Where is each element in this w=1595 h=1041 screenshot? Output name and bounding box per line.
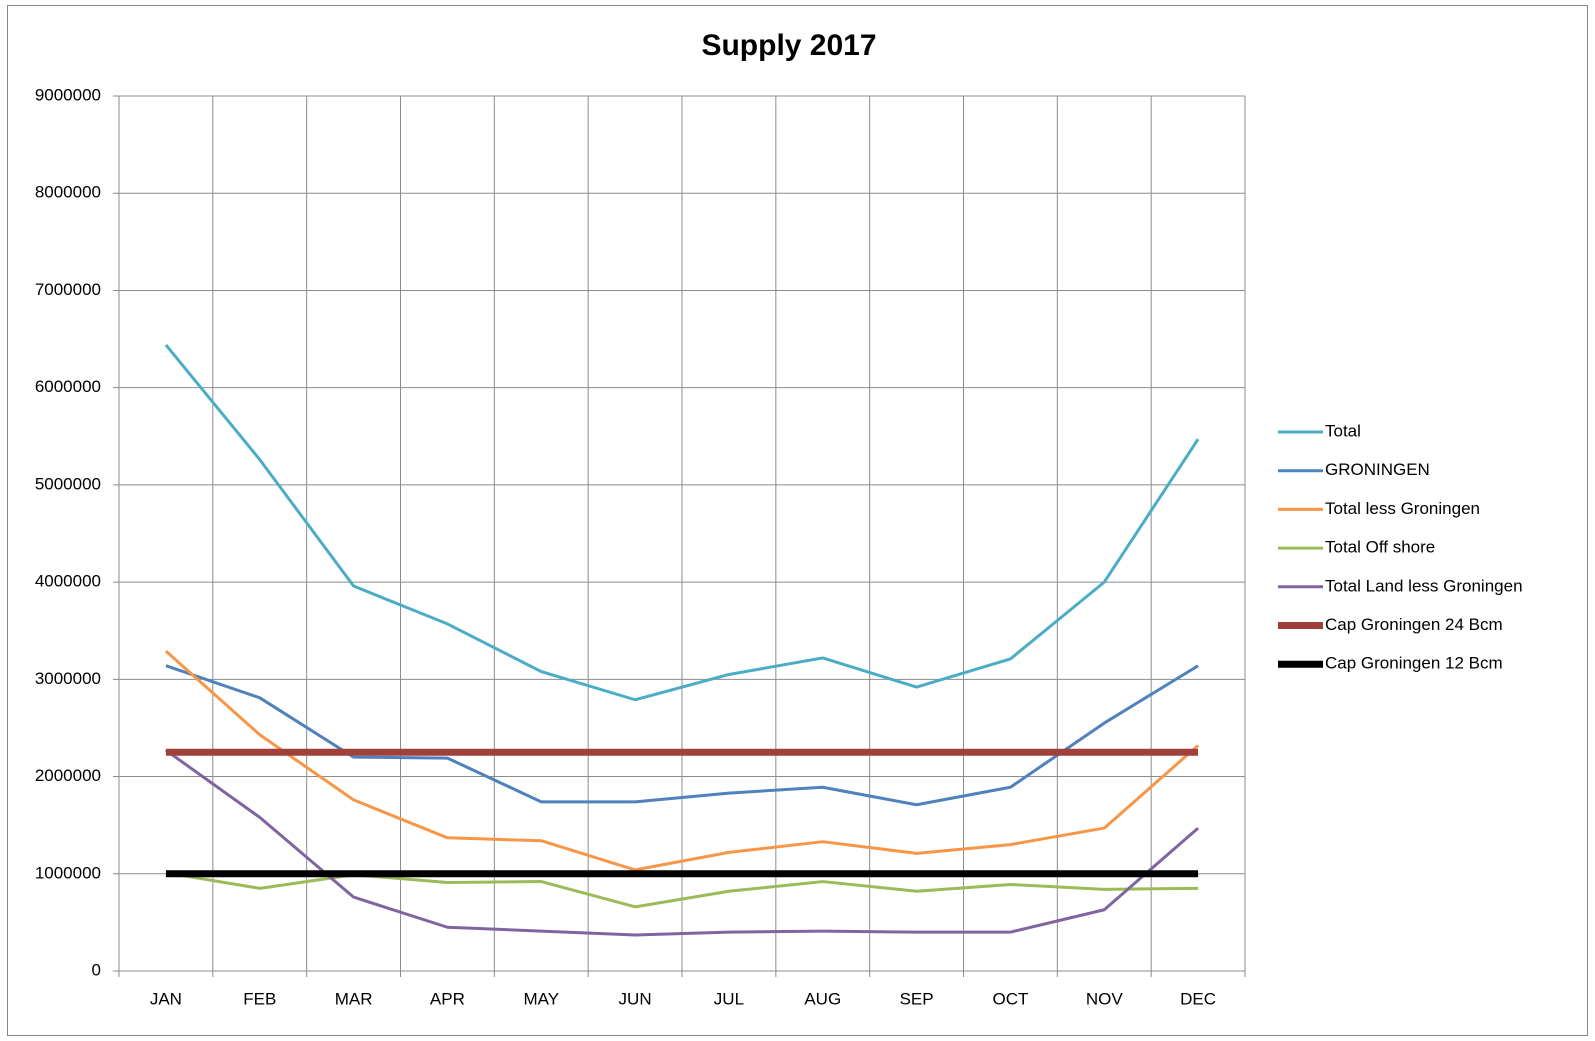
series-line [164,650,1200,872]
y-tick-label: 7000000 [35,280,101,299]
series-line [164,343,1200,702]
chart-title: Supply 2017 [701,29,876,62]
x-tick-label: MAY [523,989,559,1008]
y-tick-label: 5000000 [35,474,101,493]
y-tick-label: 8000000 [35,183,101,202]
x-tick-label: MAR [335,989,373,1008]
x-tick-label: AUG [804,989,841,1008]
x-tick-label: DEC [1180,989,1216,1008]
y-tick-label: 1000000 [35,863,101,882]
y-tick-label: 9000000 [35,85,101,104]
x-tick-label: OCT [992,989,1028,1008]
legend-label: Cap Groningen 24 Bcm [1325,615,1503,634]
x-tick-label: FEB [243,989,276,1008]
legend-label: Total [1325,421,1361,440]
x-tick-label: NOV [1086,989,1124,1008]
y-tick-label: 3000000 [35,669,101,688]
series-line [165,664,1199,807]
x-tick-label: JUL [714,989,744,1008]
legend-label: Total Land less Groningen [1325,576,1523,595]
y-tick-label: 2000000 [35,766,101,785]
legend-label: GRONINGEN [1325,460,1430,479]
legend-label: Total Off shore [1325,538,1435,557]
y-tick-label: 6000000 [35,377,101,396]
legend-label: Total less Groningen [1325,499,1480,518]
x-tick-label: JUN [619,989,652,1008]
chart-frame [7,5,1588,1036]
x-tick-label: SEP [900,989,934,1008]
x-tick-label: JAN [150,989,182,1008]
legend-label: Cap Groningen 12 Bcm [1325,654,1503,673]
y-tick-label: 0 [92,960,101,979]
x-tick-label: APR [430,989,465,1008]
series-line [165,749,1200,937]
y-tick-label: 4000000 [35,572,101,591]
